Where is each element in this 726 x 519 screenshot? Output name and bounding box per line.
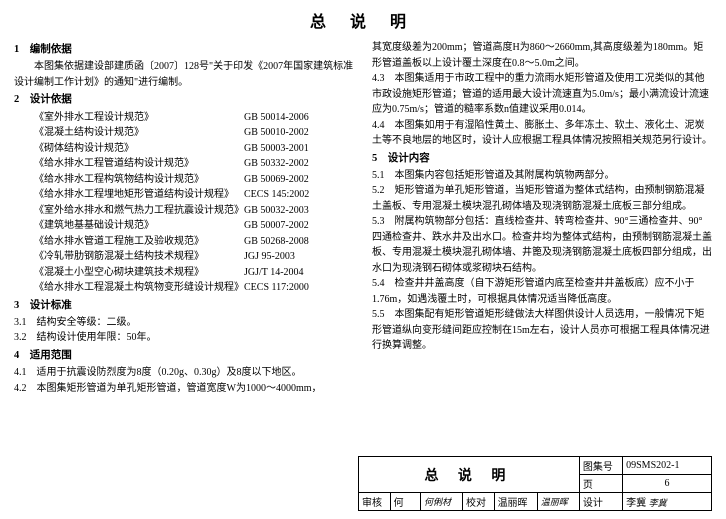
section-1-heading: 1 编制依据 [14, 42, 354, 58]
item-5-5: 5.5 本图集配有矩形管道矩形缝做法大样图供设计人员选用，一般情况下矩形管道纵向… [372, 307, 712, 354]
spec-row: 《给水排水工程构筑物结构设计规范》GB 50069-2002 [14, 172, 354, 188]
spec-code: GB 50014-2006 [244, 110, 354, 126]
section-5-heading: 5 设计内容 [372, 151, 712, 167]
item-5-4: 5.4 检查井井盖高度（自下游矩形管道内底至检查井井盖板底）应不小于1.76m，… [372, 276, 712, 307]
set-label: 图集号 [579, 457, 622, 475]
spec-name: 《给水排水工程埋地矩形管道结构设计规程》 [14, 187, 244, 203]
spec-code: GB 50268-2008 [244, 234, 354, 250]
design-label: 设计 [579, 493, 622, 511]
title-block: 总 说 明 图集号 09SMS202-1 页 6 审核 何 何俐材 校对 温丽晖… [358, 456, 712, 511]
spec-row: 《混凝土结构设计规范》GB 50010-2002 [14, 125, 354, 141]
spec-name: 《冷轧带肋钢筋混凝土结构技术规程》 [14, 249, 244, 265]
spec-name: 《给水排水管道工程施工及验收规范》 [14, 234, 244, 250]
item-4-2-cont: 其宽度级差为200mm；管道高度H为860～2660mm,其高度级差为180mm… [372, 40, 712, 71]
spec-row: 《给水排水管道工程施工及验收规范》GB 50268-2008 [14, 234, 354, 250]
item-3-2: 3.2 结构设计使用年限：50年。 [14, 330, 354, 346]
left-column: 1 编制依据 本图集依据建设部建质函〔2007〕128号"关于印发《2007年国… [14, 40, 354, 445]
spec-code: JGJ/T 14-2004 [244, 265, 354, 281]
spec-name: 《室外给水排水和燃气热力工程抗震设计规范》 [14, 203, 244, 219]
spec-row: 《冷轧带肋钢筋混凝土结构技术规程》JGJ 95-2003 [14, 249, 354, 265]
spec-code: GB 50069-2002 [244, 172, 354, 188]
section-2-heading: 2 设计依据 [14, 92, 354, 108]
item-3-1: 3.1 结构安全等级：二级。 [14, 315, 354, 331]
spec-name: 《砌体结构设计规范》 [14, 141, 244, 157]
page-value: 6 [623, 475, 712, 493]
spec-name: 《给水排水工程管道结构设计规范》 [14, 156, 244, 172]
page-title: 总 说 明 [14, 8, 712, 32]
spec-code: GB 50332-2002 [244, 156, 354, 172]
set-value: 09SMS202-1 [623, 457, 712, 475]
item-4-2: 4.2 本图集矩形管道为单孔矩形管道，管道宽度W为1000～4000mm， [14, 381, 354, 397]
spec-row: 《室外排水工程设计规范》GB 50014-2006 [14, 110, 354, 126]
spec-code: GB 50003-2001 [244, 141, 354, 157]
design-name: 李冀 李冀 [623, 493, 712, 511]
spec-row: 《室外给水排水和燃气热力工程抗震设计规范》GB 50032-2003 [14, 203, 354, 219]
spec-name: 《混凝土小型空心砌块建筑技术规程》 [14, 265, 244, 281]
item-4-4: 4.4 本图集如用于有湿陷性黄土、膨胀土、多年冻土、软土、液化土、泥炭土等不良地… [372, 118, 712, 149]
section-1-para: 本图集依据建设部建质函〔2007〕128号"关于印发《2007年国家建筑标准设计… [14, 59, 354, 90]
spec-name: 《给水排水工程构筑物结构设计规范》 [14, 172, 244, 188]
page-label: 页 [579, 475, 622, 493]
spec-code: GB 50032-2003 [244, 203, 354, 219]
spec-row: 《砌体结构设计规范》GB 50003-2001 [14, 141, 354, 157]
spec-name: 《混凝土结构设计规范》 [14, 125, 244, 141]
item-5-2: 5.2 矩形管道为单孔矩形管道，当矩形管道为整体式结构，由预制钢筋混凝土盖板、专… [372, 183, 712, 214]
spec-row: 《给水排水工程混凝土构筑物变形缝设计规程》CECS 117:2000 [14, 280, 354, 296]
item-4-3: 4.3 本图集适用于市政工程中的重力流雨水矩形管道及使用工况类似的其他市政设施矩… [372, 71, 712, 118]
spec-row: 《混凝土小型空心砌块建筑技术规程》JGJ/T 14-2004 [14, 265, 354, 281]
spec-code: JGJ 95-2003 [244, 249, 354, 265]
section-3-heading: 3 设计标准 [14, 298, 354, 314]
review-name: 何 [390, 493, 420, 511]
section-4-heading: 4 适用范围 [14, 348, 354, 364]
check-sign: 温丽晖 [537, 493, 579, 511]
check-name: 温丽晖 [494, 493, 537, 511]
spec-code: CECS 117:2000 [244, 280, 354, 296]
item-5-1: 5.1 本图集内容包括矩形管道及其附属构筑物两部分。 [372, 168, 712, 184]
spec-code: GB 50010-2002 [244, 125, 354, 141]
spec-row: 《建筑地基基础设计规范》GB 50007-2002 [14, 218, 354, 234]
spec-name: 《给水排水工程混凝土构筑物变形缝设计规程》 [14, 280, 244, 296]
spec-code: CECS 145:2002 [244, 187, 354, 203]
right-column: 其宽度级差为200mm；管道高度H为860～2660mm,其高度级差为180mm… [372, 40, 712, 445]
spec-row: 《给水排水工程埋地矩形管道结构设计规程》CECS 145:2002 [14, 187, 354, 203]
check-label: 校对 [463, 493, 495, 511]
body-columns: 1 编制依据 本图集依据建设部建质函〔2007〕128号"关于印发《2007年国… [14, 40, 712, 445]
item-4-1: 4.1 适用于抗震设防烈度为8度（0.20g、0.30g）及8度以下地区。 [14, 365, 354, 381]
footer-title: 总 说 明 [359, 457, 580, 493]
spec-name: 《建筑地基基础设计规范》 [14, 218, 244, 234]
spec-row: 《给水排水工程管道结构设计规范》GB 50332-2002 [14, 156, 354, 172]
spec-code: GB 50007-2002 [244, 218, 354, 234]
review-label: 审核 [359, 493, 391, 511]
review-sign: 何俐材 [420, 493, 462, 511]
item-5-3: 5.3 附属构筑物部分包括：直线检查井、转弯检查井、90°三通检查井、90°四通… [372, 214, 712, 276]
spec-name: 《室外排水工程设计规范》 [14, 110, 244, 126]
